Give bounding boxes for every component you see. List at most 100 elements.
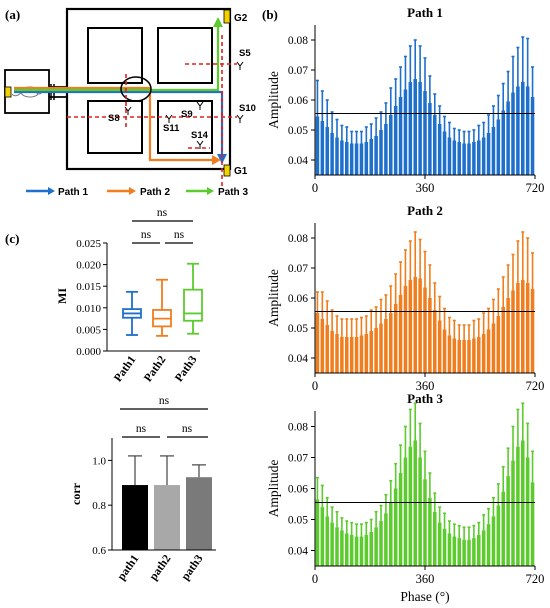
bar xyxy=(369,139,373,175)
bar xyxy=(433,115,437,175)
bar xyxy=(359,335,364,373)
path-legend: Path 1 Path 2 Path 3 xyxy=(26,187,248,198)
bar xyxy=(369,331,373,373)
bar xyxy=(413,277,417,373)
bar xyxy=(457,538,461,566)
panel-label-c: (c) xyxy=(5,231,19,246)
bar xyxy=(354,337,359,373)
bar xyxy=(122,485,148,550)
bar xyxy=(335,137,339,175)
bar xyxy=(452,536,457,566)
significance-label: ns xyxy=(182,423,193,435)
bar xyxy=(398,295,403,373)
bar xyxy=(389,313,393,373)
bar xyxy=(315,499,320,566)
bar xyxy=(457,142,461,175)
legend-arrow-path-2 xyxy=(129,187,136,195)
bar xyxy=(330,331,334,373)
bar xyxy=(530,482,535,566)
bar xyxy=(506,298,510,373)
bar xyxy=(467,340,471,373)
bar xyxy=(511,460,515,566)
x-axis-label: Phase (°) xyxy=(400,589,449,604)
bar xyxy=(491,127,496,175)
legend-arrow-path-3 xyxy=(207,187,214,195)
chart-title: Path 1 xyxy=(407,5,443,20)
bar xyxy=(477,140,481,175)
bar xyxy=(384,513,388,566)
bar xyxy=(393,488,398,566)
bar xyxy=(384,319,388,373)
y-tick-label: 0.005 xyxy=(76,324,101,336)
bar xyxy=(506,476,510,566)
bar xyxy=(525,86,530,175)
bar xyxy=(330,522,334,566)
bar xyxy=(413,79,417,175)
station-s5: S5 xyxy=(239,48,251,59)
bar xyxy=(437,522,442,566)
significance-label: ns xyxy=(174,229,185,241)
y-tick-label: 0.07 xyxy=(288,263,308,275)
x-tick-label: 720 xyxy=(526,379,545,393)
bar xyxy=(345,337,349,373)
bar xyxy=(345,533,349,566)
bar xyxy=(525,457,530,566)
y-tick-label: 0.05 xyxy=(288,323,308,335)
bar xyxy=(442,131,447,175)
y-axis-label: corr xyxy=(69,482,83,505)
bar xyxy=(379,130,383,175)
y-tick-label: 0.04 xyxy=(288,155,308,167)
bar xyxy=(325,516,329,566)
start-reward-marker xyxy=(4,86,12,98)
y-axis-label: MI xyxy=(55,288,69,304)
bar xyxy=(393,304,398,373)
chart-title: Path 2 xyxy=(407,203,443,218)
x-tick-label: path1 xyxy=(115,553,141,583)
significance-label: ns xyxy=(141,229,152,241)
goal-label-g2: G2 xyxy=(234,13,248,24)
x-tick-label: 720 xyxy=(526,181,545,195)
bar xyxy=(457,340,461,373)
bar xyxy=(369,531,373,566)
bar xyxy=(501,110,505,175)
bar xyxy=(467,539,471,566)
bar xyxy=(325,127,329,175)
bar xyxy=(398,473,403,566)
sensor-lines xyxy=(67,35,237,188)
significance-label: ns xyxy=(159,395,170,407)
bar xyxy=(359,536,364,566)
y-tick-label: 1.0 xyxy=(92,455,106,467)
significance-label: ns xyxy=(136,423,147,435)
bar xyxy=(530,97,535,175)
bar xyxy=(340,530,344,566)
amplitude-chart-path-2: Path 2 0.04 0.05 0.06 0.07 0.08 0 360 720 Amplitu… xyxy=(266,203,544,393)
panel-a: (a) G2 G1 xyxy=(4,7,256,198)
x-tick-label: Path2 xyxy=(142,354,168,385)
y-tick-label: 0.08 xyxy=(288,422,308,434)
bar xyxy=(320,121,325,175)
bar xyxy=(335,527,339,566)
bar xyxy=(467,143,471,175)
bar xyxy=(335,334,339,373)
y-tick-label: 0.08 xyxy=(288,35,308,47)
maze-block-tl xyxy=(87,27,143,84)
y-tick-label: 0.06 xyxy=(288,95,308,107)
junction-ellipse xyxy=(120,76,152,102)
path-1-arrowhead xyxy=(217,154,227,164)
y-tick-label: 0.025 xyxy=(76,238,101,250)
bar xyxy=(428,103,432,175)
bar xyxy=(481,530,486,566)
station-s8: S8 xyxy=(108,113,120,124)
x-tick-label: 0 xyxy=(312,379,318,393)
path-2-route xyxy=(14,86,215,162)
bar xyxy=(516,446,520,566)
bar xyxy=(408,446,413,566)
y-tick-label: 0.06 xyxy=(288,484,308,496)
amplitude-chart-path-1: Path 1 0.04 0.05 0.06 0.07 0.08 0 360 720 Amplitu… xyxy=(266,5,544,195)
goal-marker-g2 xyxy=(223,9,231,24)
legend-arrow-path-1 xyxy=(48,187,55,195)
bar xyxy=(364,334,369,373)
maze-block-br xyxy=(157,100,213,154)
y-tick-label: 0.000 xyxy=(76,346,101,358)
bar xyxy=(491,516,496,566)
